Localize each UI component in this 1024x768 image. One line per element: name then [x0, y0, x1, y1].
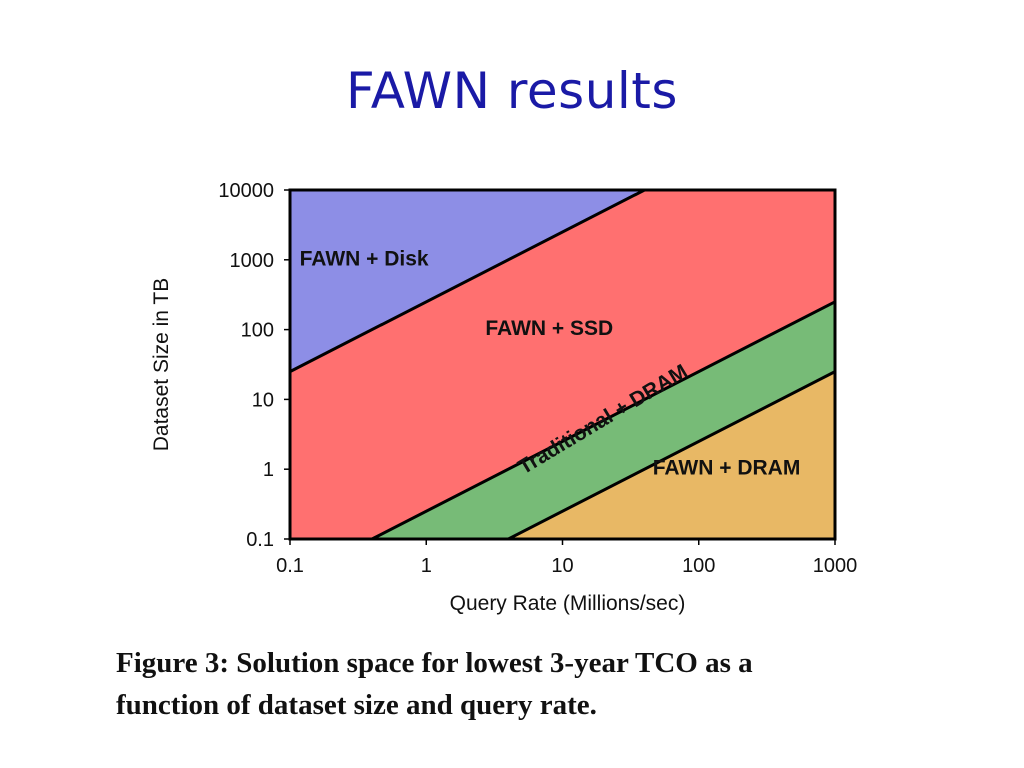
x-tick-label: 1	[421, 555, 432, 577]
y-tick-label: 100	[241, 320, 274, 342]
x-tick-label: 10	[551, 555, 573, 577]
slide-title: FAWN results	[346, 62, 678, 120]
boundary-line-3	[507, 370, 836, 541]
region-fawn-ssd	[290, 190, 835, 539]
figure-caption-line-2: function of dataset size and query rate.	[116, 689, 597, 721]
region-label-fawn-disk: FAWN + Disk	[300, 247, 429, 270]
x-axis-label: Query Rate (Millions/sec)	[450, 592, 686, 615]
boundary-line-2	[371, 300, 836, 541]
y-tick-label: 1	[263, 459, 274, 481]
region-label-fawn-ssd: FAWN + SSD	[485, 317, 613, 340]
x-tick-label: 0.1	[276, 555, 304, 577]
y-tick-label: 1000	[230, 250, 275, 272]
y-tick-label: 0.1	[246, 529, 274, 551]
region-label-fawn-dram: FAWN + DRAM	[653, 457, 801, 480]
tco-solution-space-chart: 0.1 1 10 100 1000 10000 0.1 1 10 100 1000 Query Rat…	[150, 180, 858, 615]
boundary-line-1	[289, 188, 646, 373]
figure-caption: Figure 3: Solution space for lowest 3-ye…	[116, 642, 936, 726]
figure-caption-line-1: Figure 3: Solution space for lowest 3-ye…	[116, 647, 753, 679]
x-tick-label: 100	[682, 555, 715, 577]
y-tick-label: 10	[252, 389, 274, 411]
y-axis-label: Dataset Size in TB	[150, 278, 173, 452]
y-tick-label: 10000	[218, 180, 274, 202]
x-tick-label: 1000	[813, 555, 858, 577]
